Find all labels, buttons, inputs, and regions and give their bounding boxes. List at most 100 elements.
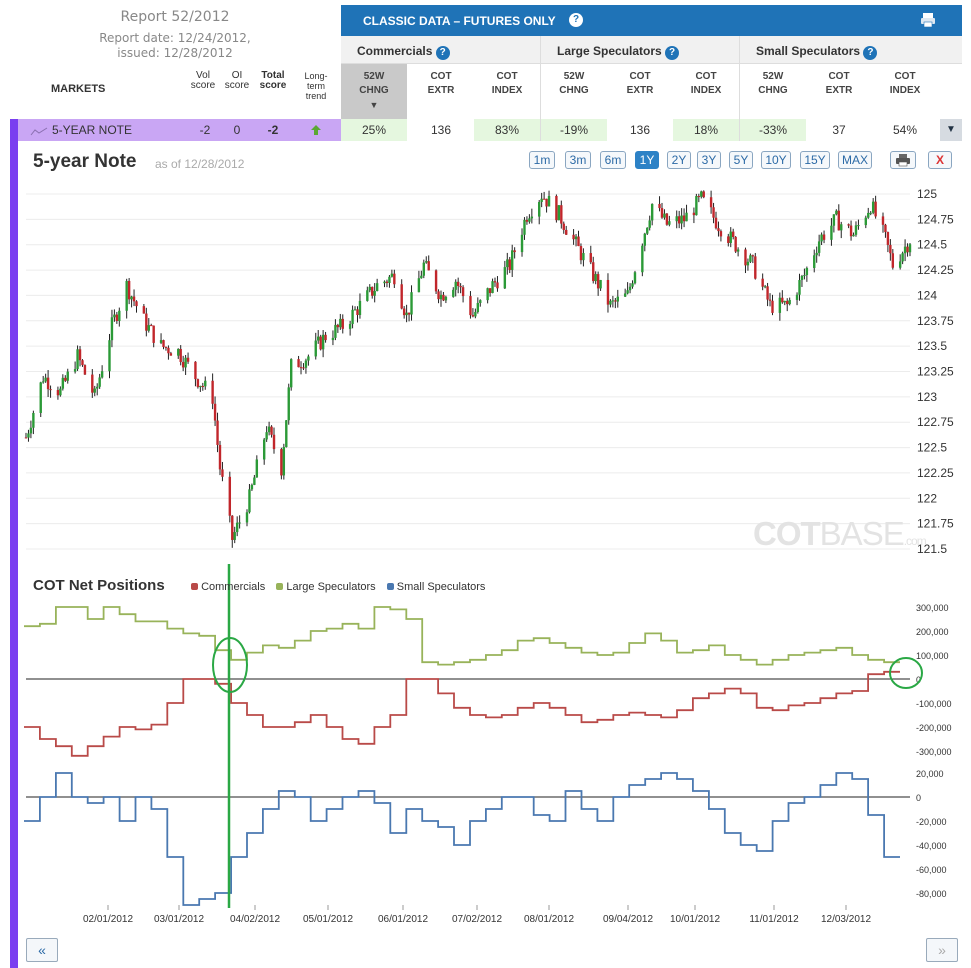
candle-body	[646, 227, 649, 234]
cell-value: 54%	[892, 123, 918, 137]
candle-body	[611, 300, 615, 302]
close-chart-button[interactable]: X	[928, 151, 952, 169]
candle-body	[822, 234, 826, 240]
candle-body	[795, 294, 799, 300]
candle-body	[677, 216, 681, 224]
range-button-2y[interactable]: 2Y	[667, 151, 691, 169]
candle-body	[130, 296, 133, 300]
legend-commercials[interactable]: Commercials	[201, 581, 266, 593]
range-button-1m[interactable]: 1m	[529, 151, 555, 169]
range-button-1y[interactable]: 1Y	[635, 151, 659, 169]
trend-up-icon	[311, 125, 321, 135]
range-button-max[interactable]: MAX	[838, 151, 872, 169]
prev-period-button[interactable]: «	[26, 938, 58, 962]
candle-body	[908, 244, 912, 253]
candle-body	[695, 196, 698, 216]
candle-body	[854, 225, 858, 235]
candle-body	[167, 347, 170, 354]
subcol-cot-index[interactable]: COT INDEX	[491, 71, 523, 96]
candle-body	[100, 371, 104, 378]
range-button-5y[interactable]: 5Y	[729, 151, 753, 169]
print-icon[interactable]	[920, 12, 936, 28]
candle-body	[290, 359, 293, 388]
candle-body	[665, 213, 669, 225]
candle-body	[238, 522, 241, 524]
candle-body	[233, 532, 236, 540]
legend-large-speculators[interactable]: Large Speculators	[286, 581, 376, 593]
candle-body	[594, 274, 597, 282]
x-tick-label: 02/01/2012	[83, 914, 133, 925]
candle-body	[891, 253, 895, 268]
candle-body	[574, 236, 578, 240]
range-button-3m[interactable]: 3m	[565, 151, 591, 169]
range-button-15y[interactable]: 15Y	[800, 151, 830, 169]
candle-body	[874, 201, 877, 217]
candle-body	[660, 208, 664, 218]
candle-body	[56, 390, 60, 396]
candle-body	[749, 255, 752, 262]
candle-body	[147, 325, 150, 331]
y-tick-label: -200,000	[916, 723, 952, 733]
y-tick-label: 123.5	[917, 339, 947, 353]
help-icon[interactable]: ?	[665, 46, 680, 60]
candle-body	[83, 365, 87, 375]
expand-row-button[interactable]: ▼	[940, 119, 962, 141]
market-name[interactable]: 5-YEAR NOTE	[52, 123, 133, 137]
sort-column-highlight[interactable]	[341, 64, 407, 119]
candle-body	[177, 348, 180, 356]
candle-body	[506, 259, 509, 268]
candle-body	[91, 374, 94, 393]
y-tick-label: 121.75	[917, 517, 954, 531]
subcol-cot-extr[interactable]: COT EXTR	[427, 71, 455, 96]
candle-body	[700, 191, 703, 197]
help-icon[interactable]: ?	[863, 46, 878, 60]
next-period-button[interactable]: »	[926, 938, 958, 962]
range-button-10y[interactable]: 10Y	[761, 151, 791, 169]
legend-small-speculators[interactable]: Small Speculators	[396, 581, 486, 593]
candle-body	[864, 217, 867, 226]
candle-body	[461, 287, 465, 297]
help-icon[interactable]: ?	[435, 46, 450, 60]
candle-body	[658, 203, 661, 209]
candle-body	[439, 294, 443, 300]
subcol-52w-chng[interactable]: 52W CHNG	[758, 71, 788, 96]
range-button-3y[interactable]: 3Y	[697, 151, 721, 169]
candle-body	[520, 234, 524, 253]
print-icon	[896, 154, 910, 167]
candle-body	[162, 340, 165, 347]
report-date: Report date: 12/24/2012,	[99, 31, 251, 45]
candle-body	[633, 272, 637, 284]
subcol-52w-chng[interactable]: 52W CHNG ▼	[359, 71, 389, 110]
market-row[interactable]: 5-YEAR NOTE -2 0 -2	[10, 119, 962, 141]
print-chart-button[interactable]	[890, 151, 916, 169]
candle-body	[366, 290, 369, 301]
candle-body	[307, 356, 310, 361]
y-tick-label: 20,000	[916, 769, 944, 779]
help-icon[interactable]: ?	[569, 13, 583, 27]
candle-body	[820, 234, 823, 242]
subcol-cot-index[interactable]: COT INDEX	[690, 71, 722, 96]
subcol-cot-index[interactable]: COT INDEX	[889, 71, 921, 96]
subcol-52w-chng[interactable]: 52W CHNG	[559, 71, 589, 96]
oi-score-header: OI score	[224, 70, 250, 91]
candle-body	[169, 353, 173, 356]
candle-body	[280, 449, 283, 476]
candle-body	[204, 380, 207, 387]
candle-body	[388, 276, 391, 283]
candle-body	[869, 212, 872, 214]
accent-bar	[10, 141, 18, 968]
subcol-cot-extr[interactable]: COT EXTR	[825, 71, 853, 96]
candle-body	[211, 380, 214, 404]
candle-body	[285, 420, 288, 448]
range-button-6m[interactable]: 6m	[600, 151, 626, 169]
candle-body	[486, 288, 489, 301]
subcol-cot-extr[interactable]: COT EXTR	[626, 71, 654, 96]
y-tick-label: 300,000	[916, 603, 949, 613]
candle-body	[228, 476, 232, 516]
candle-body	[528, 218, 531, 222]
candle-body	[623, 293, 627, 297]
cell-value: -33%	[740, 119, 806, 141]
candle-body	[589, 253, 592, 263]
candle-body	[488, 288, 492, 294]
candle-body	[680, 215, 683, 224]
